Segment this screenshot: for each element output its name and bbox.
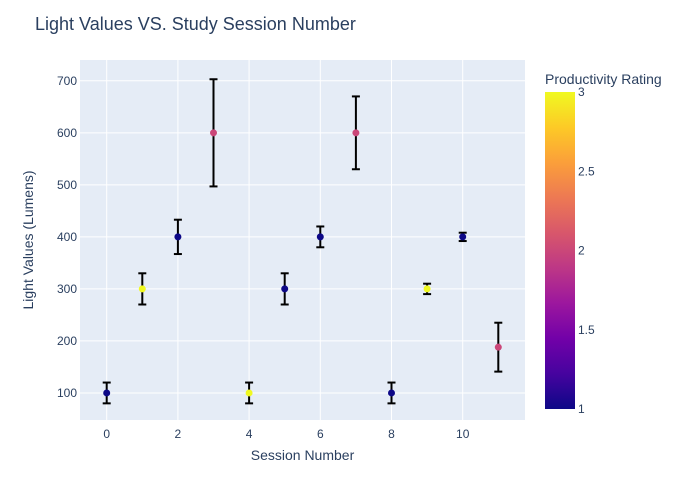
x-tick-label: 0 — [103, 427, 110, 441]
data-point — [138, 285, 146, 293]
y-tick-label: 300 — [57, 282, 77, 296]
data-point — [245, 389, 253, 397]
data-point — [103, 389, 111, 397]
colorbar-title: Productivity Rating — [545, 71, 662, 87]
y-tick-label: 100 — [57, 386, 77, 400]
data-points — [103, 129, 502, 397]
data-point — [174, 233, 182, 241]
colorbar-tick-label: 1.5 — [578, 323, 595, 337]
data-point — [494, 343, 502, 351]
y-tick-label: 200 — [57, 334, 77, 348]
data-point — [316, 233, 324, 241]
colorbar-ticks: 1 1.5 2 2.5 3 — [578, 85, 595, 416]
y-tick-label: 500 — [57, 178, 77, 192]
colorbar — [545, 92, 575, 409]
x-tick-label: 10 — [456, 427, 470, 441]
colorbar-tick-label: 2.5 — [578, 164, 595, 178]
plot-area — [80, 60, 525, 420]
y-axis-ticks: 100 200 300 400 500 600 700 — [57, 74, 77, 400]
x-tick-label: 2 — [175, 427, 182, 441]
data-point — [423, 285, 431, 293]
data-point — [210, 129, 217, 137]
data-point — [352, 129, 360, 137]
data-point — [281, 285, 289, 293]
y-tick-label: 700 — [57, 74, 77, 88]
chart-title: Light Values VS. Study Session Number — [35, 14, 356, 34]
colorbar-tick-label: 2 — [578, 244, 585, 258]
y-tick-label: 400 — [57, 230, 77, 244]
data-point — [388, 389, 395, 397]
colorbar-tick-label: 1 — [578, 402, 585, 416]
x-tick-label: 6 — [317, 427, 324, 441]
x-tick-label: 8 — [388, 427, 395, 441]
y-tick-label: 600 — [57, 126, 77, 140]
data-point — [459, 233, 467, 241]
colorbar-tick-label: 3 — [578, 85, 585, 99]
x-tick-label: 4 — [246, 427, 253, 441]
y-axis-title: Light Values (Lumens) — [20, 170, 36, 309]
x-axis-title: Session Number — [251, 447, 355, 463]
x-axis-ticks: 0 2 4 6 8 10 — [103, 427, 469, 441]
